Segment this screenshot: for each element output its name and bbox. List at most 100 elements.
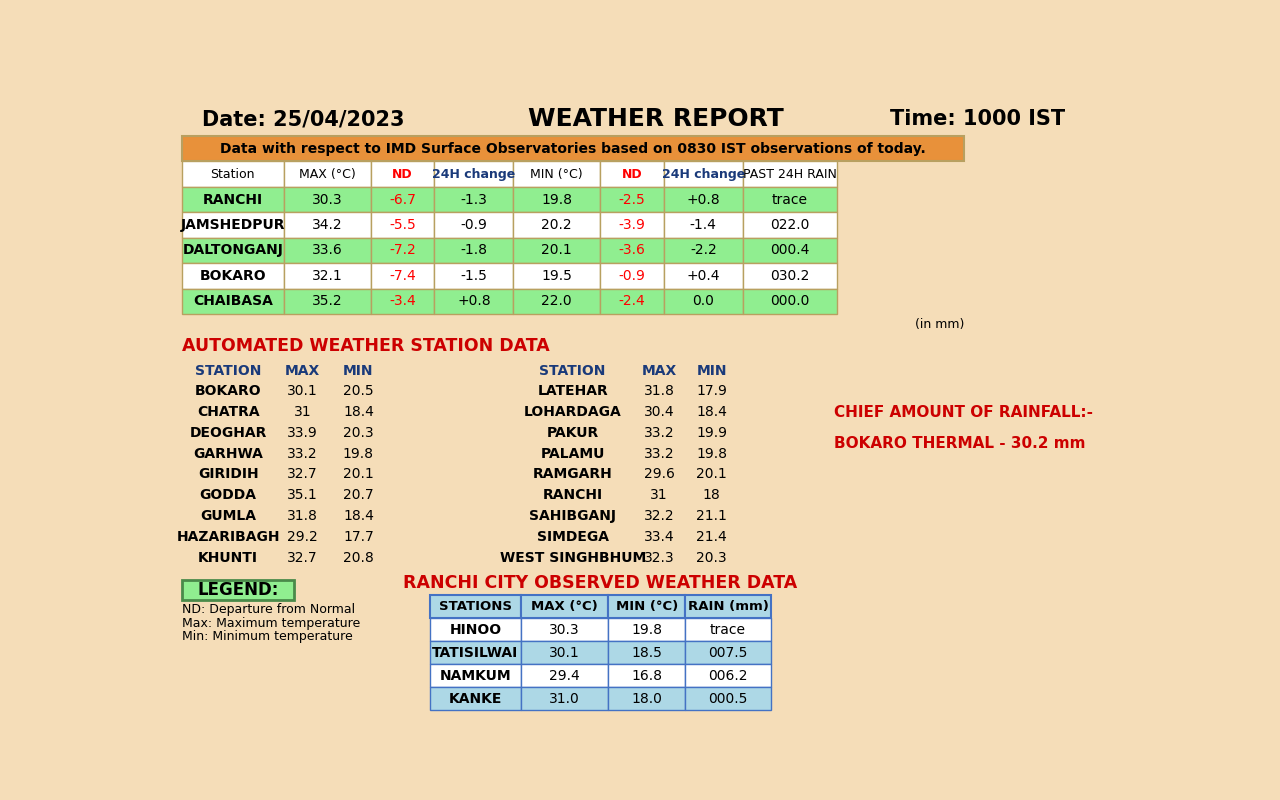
Text: GARHWA: GARHWA (193, 446, 264, 461)
Text: HAZARIBAGH: HAZARIBAGH (177, 530, 280, 544)
Text: 19.5: 19.5 (541, 269, 572, 282)
Text: 30.1: 30.1 (287, 384, 317, 398)
Text: 20.2: 20.2 (541, 218, 572, 232)
Text: 30.1: 30.1 (549, 646, 580, 660)
Text: ND: ND (392, 168, 413, 181)
Bar (608, 618, 686, 641)
Text: LEGEND:: LEGEND: (197, 581, 279, 598)
Text: TATISILWAI: TATISILWAI (433, 646, 518, 660)
Bar (742, 238, 837, 263)
Text: 30.3: 30.3 (312, 193, 343, 206)
Bar (371, 187, 434, 212)
Bar (664, 187, 742, 212)
Text: 022.0: 022.0 (771, 218, 810, 232)
Text: STATIONS: STATIONS (439, 600, 512, 613)
Text: WEST SINGHBHUM: WEST SINGHBHUM (499, 550, 646, 565)
Bar (182, 212, 284, 238)
Text: 18.0: 18.0 (631, 692, 662, 706)
Text: MIN (°C): MIN (°C) (530, 168, 584, 181)
Text: -1.3: -1.3 (461, 193, 488, 206)
Bar (371, 263, 434, 289)
Text: MIN (°C): MIN (°C) (616, 600, 678, 613)
Bar (284, 187, 371, 212)
Text: 22.0: 22.0 (541, 294, 572, 308)
Text: -1.5: -1.5 (461, 269, 488, 282)
Text: 31: 31 (294, 405, 311, 419)
Text: 000.5: 000.5 (708, 692, 748, 706)
Text: -3.9: -3.9 (618, 218, 645, 232)
Text: 33.4: 33.4 (644, 530, 675, 544)
Text: 18.4: 18.4 (696, 405, 727, 419)
Text: -0.9: -0.9 (618, 269, 645, 282)
Bar (371, 212, 434, 238)
Text: 32.3: 32.3 (644, 550, 675, 565)
Bar (430, 595, 521, 618)
Text: RANCHI: RANCHI (202, 193, 262, 206)
Text: 32.7: 32.7 (287, 550, 317, 565)
Bar (434, 162, 513, 187)
Text: CHAIBASA: CHAIBASA (193, 294, 273, 308)
Bar (608, 595, 686, 618)
Text: HINOO: HINOO (449, 622, 502, 637)
Text: WEATHER REPORT: WEATHER REPORT (529, 107, 783, 131)
Bar (686, 618, 771, 641)
Text: 17.9: 17.9 (696, 384, 727, 398)
Text: 33.2: 33.2 (644, 446, 675, 461)
Bar (664, 162, 742, 187)
Bar (434, 263, 513, 289)
Bar (686, 664, 771, 687)
Text: 31.8: 31.8 (287, 509, 317, 523)
Text: trace: trace (772, 193, 808, 206)
Text: PALAMU: PALAMU (540, 446, 605, 461)
Bar (600, 238, 664, 263)
Text: NAMKUM: NAMKUM (439, 669, 511, 683)
Text: -5.5: -5.5 (389, 218, 416, 232)
Text: 20.7: 20.7 (343, 488, 374, 502)
Text: BOKARO: BOKARO (200, 269, 266, 282)
Text: 18: 18 (703, 488, 721, 502)
Text: RANCHI: RANCHI (543, 488, 603, 502)
Text: 33.2: 33.2 (644, 426, 675, 440)
Text: +0.8: +0.8 (686, 193, 721, 206)
Text: 18.5: 18.5 (631, 646, 662, 660)
Text: 19.9: 19.9 (696, 426, 727, 440)
Text: 19.8: 19.8 (631, 622, 662, 637)
Bar (182, 187, 284, 212)
Text: 21.4: 21.4 (696, 530, 727, 544)
Text: 33.2: 33.2 (287, 446, 317, 461)
Text: 32.2: 32.2 (644, 509, 675, 523)
Text: PAST 24H RAIN: PAST 24H RAIN (744, 168, 837, 181)
Text: 20.1: 20.1 (696, 467, 727, 482)
Text: 18.4: 18.4 (343, 405, 374, 419)
Bar (284, 289, 371, 314)
Text: -6.7: -6.7 (389, 193, 416, 206)
Text: MAX (°C): MAX (°C) (300, 168, 356, 181)
Bar (371, 238, 434, 263)
Bar (664, 212, 742, 238)
Bar (742, 212, 837, 238)
Text: trace: trace (710, 622, 746, 637)
Bar (434, 212, 513, 238)
Text: 29.2: 29.2 (287, 530, 317, 544)
Bar (182, 238, 284, 263)
Text: 18.4: 18.4 (343, 509, 374, 523)
Bar (521, 687, 608, 710)
Text: -3.4: -3.4 (389, 294, 416, 308)
Bar (430, 687, 521, 710)
Bar (742, 263, 837, 289)
Bar (434, 187, 513, 212)
Bar (182, 263, 284, 289)
Text: 19.8: 19.8 (343, 446, 374, 461)
Text: 35.1: 35.1 (287, 488, 317, 502)
Bar (521, 641, 608, 664)
Bar (182, 579, 294, 599)
Bar (513, 289, 600, 314)
Bar (742, 187, 837, 212)
Bar (742, 289, 837, 314)
Bar (284, 238, 371, 263)
Text: ND: ND (622, 168, 643, 181)
Text: RANCHI CITY OBSERVED WEATHER DATA: RANCHI CITY OBSERVED WEATHER DATA (403, 574, 797, 592)
Bar (182, 289, 284, 314)
Text: 007.5: 007.5 (708, 646, 748, 660)
Text: MAX (°C): MAX (°C) (531, 600, 598, 613)
